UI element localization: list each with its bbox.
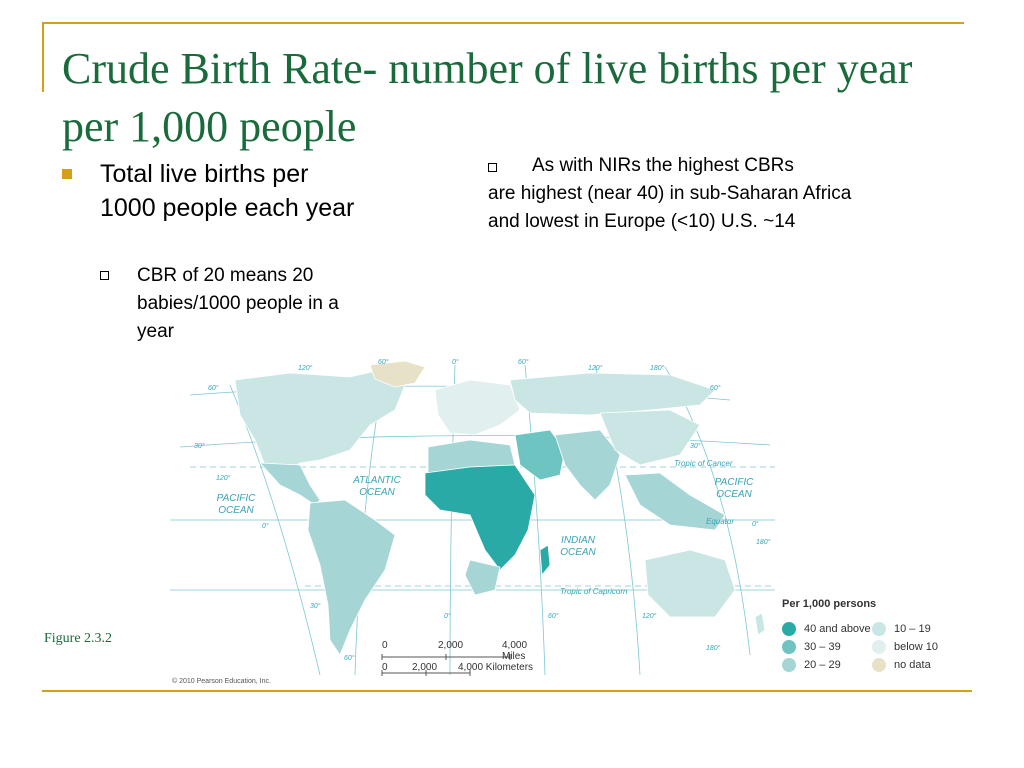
sub-bullet-text: CBR of 20 means 20 babies/1000 people in… [137,265,339,342]
southeast-asia-shape [624,472,726,531]
degree-label: 120° [642,613,657,620]
square-bullet-icon [62,169,72,179]
legend-label: 30 – 39 [804,641,841,653]
europe-shape [434,379,521,436]
scale-mile-4000: 4,000 Miles [502,640,528,662]
atlantic-ocean-label: ATLANTIC OCEAN [353,475,401,498]
degree-label: 180° [756,539,771,546]
southern-africa-shape [464,559,501,596]
legend-label: below 10 [894,641,939,653]
pacific-ocean-east-label: PACIFIC OCEAN [714,477,754,500]
legend-swatch [782,640,796,654]
scale-mile-2000: 2,000 [438,640,464,651]
right-note: As with NIRs the highest CBRs are highes… [488,152,888,236]
degree-label: 60° [208,385,219,392]
degree-label: 60° [548,613,559,620]
right-note-first-line: As with NIRs the highest CBRs [532,155,794,176]
pacific-ocean-west-label: PACIFIC OCEAN [216,493,256,516]
degree-label: 0° [444,613,451,620]
south-asia-shape [554,429,621,501]
middle-east-shape [514,429,566,481]
hollow-square-bullet-icon [488,163,497,172]
degree-label: 180° [706,645,721,652]
degree-label: 60° [710,385,721,392]
madagascar-shape [539,544,551,577]
legend-title: Per 1,000 persons [782,598,877,610]
east-asia-shape [599,409,701,466]
scale-bars [381,654,511,676]
scale-km-0: 0 [382,662,388,673]
left-rule [42,22,44,92]
tropic-of-cancer-label: Tropic of Cancer [674,459,733,468]
world-map: ATLANTIC OCEAN PACIFIC OCEAN PACIFIC OCE… [170,355,942,690]
bottom-rule [42,690,972,692]
greenland-shape [369,360,426,388]
south-america-shape [307,499,396,656]
scale-km-4000: 4,000 Kilometers [458,662,534,673]
main-bullet-text: Total live births per 1000 people each y… [100,160,355,222]
degree-label: 180° [650,365,665,372]
degree-label: 60° [344,655,355,662]
legend-label: 10 – 19 [894,623,931,635]
hollow-square-bullet-icon [100,271,109,280]
map-scale: 0 2,000 4,000 Miles 0 2,000 4,000 Kilome… [382,640,552,680]
degree-label: 0° [452,359,459,366]
degree-label: 120° [588,365,603,372]
north-asia-shape [509,372,716,416]
degree-label: 120° [298,365,313,372]
degree-label: 30° [194,443,205,450]
north-america-shape [234,369,406,476]
top-rule [42,22,964,24]
degree-label: 60° [378,359,389,366]
scale-mile-0: 0 [382,640,388,651]
australia-shape [644,549,736,618]
slide-title: Crude Birth Rate- number of live births … [62,44,913,151]
degree-label: 120° [216,475,231,482]
indian-ocean-label: INDIAN OCEAN [560,535,596,558]
legend-swatch [782,658,796,672]
legend-swatch [872,640,886,654]
degree-label: 30° [310,603,321,610]
right-note-text: are highest (near 40) in sub-Saharan Afr… [488,183,852,232]
scale-km-2000: 2,000 [412,662,438,673]
degree-label: 0° [262,523,269,530]
legend-swatch [872,622,886,636]
new-zealand-shape [754,612,766,636]
world-map-graphic [170,360,775,676]
sub-saharan-africa-shape [424,464,536,571]
legend-label: 40 and above [804,623,871,635]
degree-label: 30° [690,443,701,450]
legend-label: no data [894,659,931,671]
tropic-of-capricorn-label: Tropic of Capricorn [560,587,628,596]
degree-label: 0° [752,521,759,528]
legend-swatch [872,658,886,672]
equator-label: Equator [706,517,735,526]
figure-label: Figure 2.3.2 [44,631,113,646]
degree-label: 60° [518,359,529,366]
central-america-shape [259,462,321,506]
legend-swatch [782,622,796,636]
legend-label: 20 – 29 [804,659,841,671]
copyright-credit: © 2010 Pearson Education, Inc. [172,678,271,685]
